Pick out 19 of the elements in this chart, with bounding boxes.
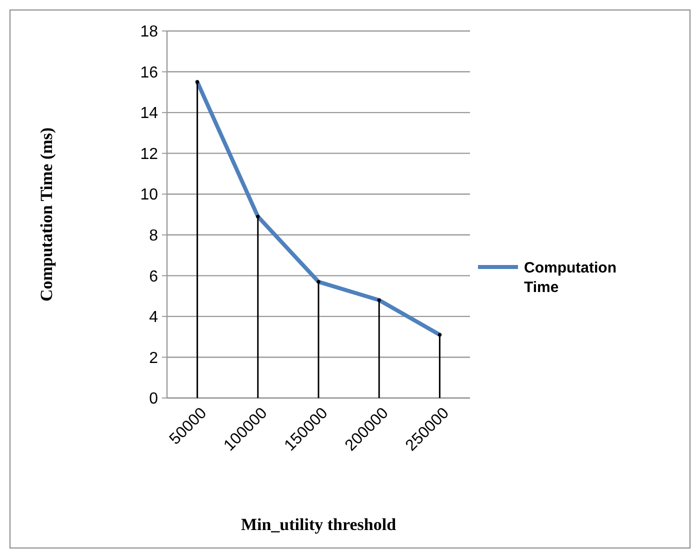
y-tick-label: 10 (140, 186, 158, 204)
legend-label: Computation Time (524, 259, 616, 296)
point (316, 280, 320, 284)
y-tick-label: 0 (149, 390, 158, 408)
y-tick-label: 8 (149, 227, 158, 244)
y-tick-label: 16 (140, 64, 158, 82)
point (196, 80, 200, 84)
y-tick-label: 6 (149, 268, 158, 286)
y-tick-label: 12 (140, 146, 158, 163)
x-axis-title: Min_utility threshold (240, 515, 397, 534)
y-tick-label: 4 (149, 309, 158, 326)
y-axis-title: Computation Time (ms) (37, 127, 56, 302)
point (438, 332, 442, 337)
y-tick-label: 14 (140, 105, 158, 122)
point (256, 214, 260, 218)
y-tick-label: 2 (149, 350, 158, 367)
y-tick-label: 18 (140, 24, 158, 41)
point (377, 298, 381, 302)
line-series (195, 80, 442, 337)
